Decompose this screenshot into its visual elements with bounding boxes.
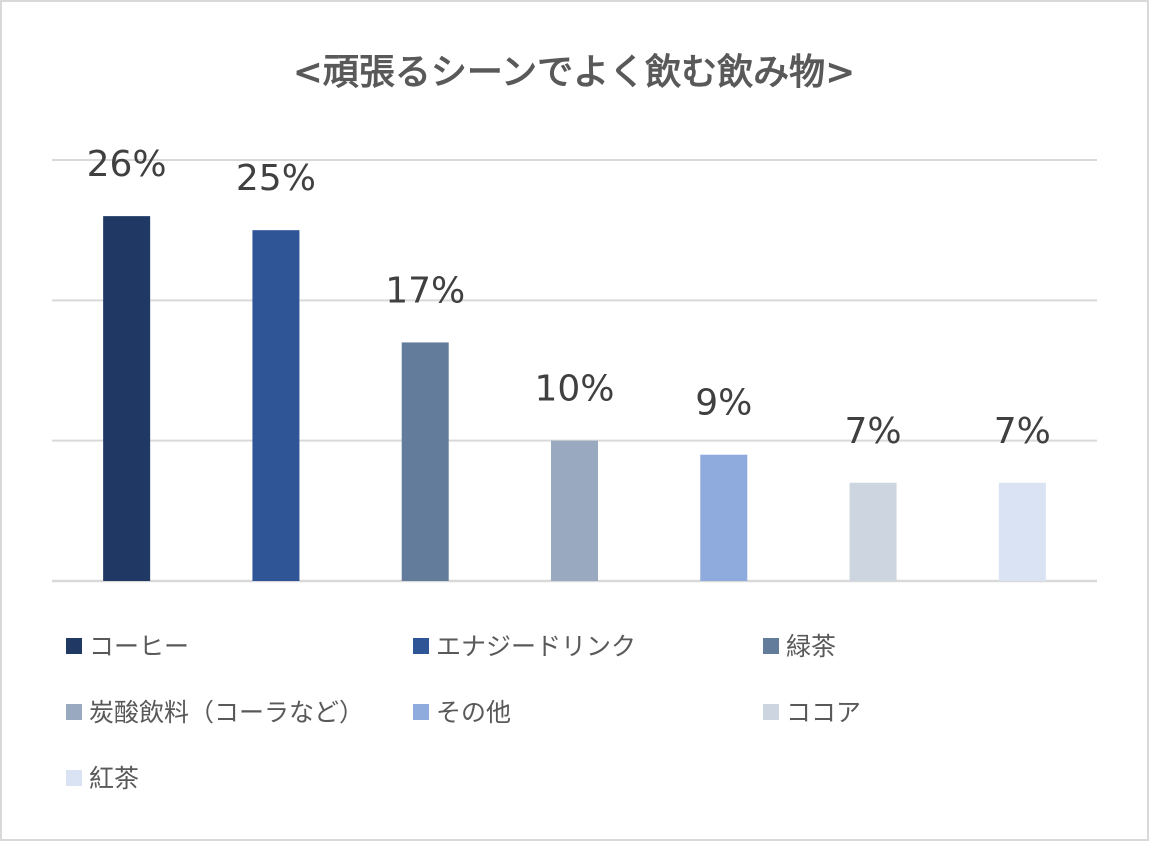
legend-swatch — [413, 704, 429, 720]
legend-item: その他 — [413, 698, 511, 727]
bar-6 — [849, 482, 897, 581]
chart-title: <頑張るシーンでよく飲む飲み物> — [293, 52, 856, 93]
data-label-3: 17% — [385, 270, 465, 311]
legend-label: エナジードリンク — [436, 632, 636, 661]
legend-label: その他 — [436, 698, 511, 727]
data-label-4: 10% — [534, 369, 614, 410]
legend-label: 緑茶 — [786, 632, 836, 661]
legend-swatch — [66, 770, 82, 786]
data-labels: 26% 25% 17% 10% 9% 7% 7% — [87, 144, 1051, 452]
data-label-7: 7% — [994, 411, 1051, 452]
legend-swatch — [763, 704, 779, 720]
bar-5 — [700, 454, 748, 581]
bar-1 — [103, 216, 151, 581]
legend-item: 炭酸飲料（コーラなど） — [66, 698, 364, 727]
data-label-2: 25% — [236, 158, 316, 199]
data-label-6: 7% — [845, 411, 902, 452]
legend-label: コーヒー — [89, 632, 189, 661]
legend-swatch — [413, 638, 429, 654]
legend-swatch — [763, 638, 779, 654]
legend-swatch — [66, 638, 82, 654]
legend-label: 紅茶 — [89, 764, 139, 793]
data-label-1: 26% — [87, 144, 167, 185]
bar-7 — [998, 482, 1046, 581]
legend-label: ココア — [786, 698, 861, 727]
legend-item: 緑茶 — [763, 632, 836, 661]
legend-item: エナジードリンク — [413, 632, 636, 661]
legend-item: コーヒー — [66, 632, 189, 661]
legend-item: ココア — [763, 698, 861, 727]
bar-2 — [252, 230, 300, 581]
bar-3 — [401, 342, 449, 581]
legend-label: 炭酸飲料（コーラなど） — [89, 698, 364, 727]
legend-item: 紅茶 — [66, 764, 139, 793]
bar-4 — [551, 440, 598, 581]
bars — [103, 216, 1046, 581]
data-label-5: 9% — [695, 383, 752, 424]
legend-swatch — [66, 704, 82, 720]
